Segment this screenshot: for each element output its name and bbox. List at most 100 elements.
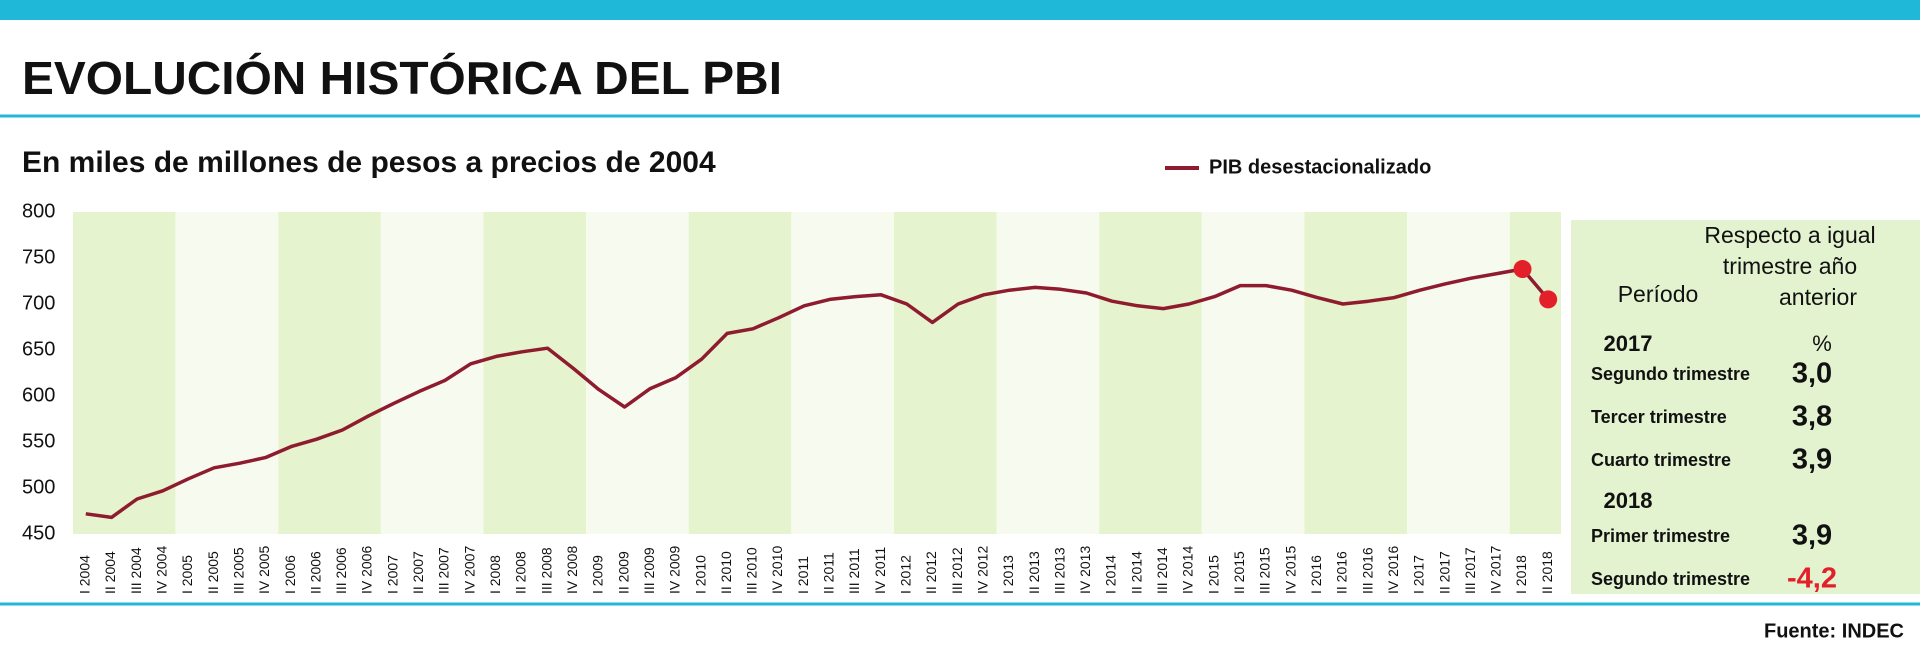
row-label: Cuarto trimestre [1591,450,1731,470]
top-band [0,0,1920,20]
x-tick-label: I 2018 [1513,555,1529,594]
x-tick-label: I 2008 [487,555,503,594]
x-tick-label: III 2014 [1154,547,1170,594]
comparison-header: anterior [1779,284,1857,310]
x-tick-label: III 2006 [333,547,349,594]
x-tick-label: IV 2010 [769,546,785,594]
x-tick-label: III 2004 [128,547,144,594]
row-value: 3,9 [1792,520,1832,552]
x-tick-label: IV 2005 [256,546,272,594]
chart-subtitle: En miles de millones de pesos a precios … [22,146,716,179]
x-tick-label: I 2012 [897,555,913,594]
x-tick-label: II 2009 [615,551,631,594]
x-tick-label: II 2014 [1128,551,1144,594]
x-tick-label: III 2013 [1051,547,1067,594]
x-tick-label: IV 2008 [564,546,580,594]
x-tick-label: I 2007 [384,555,400,594]
year-stripe [483,212,587,534]
year-stripe [1201,212,1305,534]
highlight-point [1539,290,1558,309]
row-value: 3,9 [1792,444,1832,476]
x-tick-label: II 2006 [307,551,323,594]
year-stripe [791,212,894,534]
year-stripe [1304,212,1408,534]
source: Fuente: INDEC [1764,620,1904,642]
x-tick-label: IV 2004 [153,546,169,594]
highlight-point [1513,260,1532,279]
year-stripe [175,212,279,534]
row-label: Segundo trimestre [1591,569,1750,589]
year-stripe [73,212,176,534]
year-stripe [278,212,381,534]
x-tick-label: IV 2017 [1488,546,1504,594]
x-tick-label: IV 2012 [974,546,990,594]
year-stripe [586,212,689,534]
series-line [85,267,1550,520]
x-tick-label: I 2013 [1000,555,1016,594]
row-value: 3,0 [1792,358,1832,390]
y-tick-label: 500 [22,476,55,498]
year-stripe [380,212,484,534]
x-tick-label: III 2010 [744,547,760,594]
year-stripe [893,212,997,534]
x-tick-label: III 2009 [641,547,657,594]
plot: 450 500 550 600 650 700 750 800 I 2004 II 2004 III… [22,156,1876,594]
year-stripe [1407,212,1510,534]
x-tick-label: III 2012 [949,547,965,594]
legend-label: PIB desestacionalizado [1209,156,1431,178]
x-tick-label: IV 2011 [872,547,888,594]
x-tick-label: III 2008 [538,547,554,594]
x-tick-label: II 2012 [923,551,939,594]
x-tick-label: I 2014 [1103,555,1119,594]
x-tick-label: III 2015 [1257,547,1273,594]
x-tick-label: II 2015 [1231,551,1247,594]
comparison-header: Respecto a igual [1704,222,1875,248]
chart-title: EVOLUCIÓN HISTÓRICA DEL PBI [22,52,782,104]
x-tick-label: II 2011 [821,552,837,594]
x-tick-label: II 2010 [718,551,734,594]
x-tick-label: III 2007 [436,547,452,594]
x-tick-label: II 2017 [1436,551,1452,594]
unit-header: % [1812,331,1832,356]
y-tick-label: 800 [22,200,55,222]
x-tick-label: II 2013 [1026,551,1042,594]
y-tick-label: 750 [22,246,55,268]
x-tick-label: IV 2009 [667,546,683,594]
row-value: 3,8 [1792,401,1832,433]
x-tick-label: I 2004 [77,555,93,594]
year-stripe [996,212,1100,534]
x-tick-label: IV 2015 [1282,546,1298,594]
x-tick-label: II 2007 [410,551,426,594]
x-tick-label: I 2005 [179,555,195,594]
x-tick-label: IV 2016 [1385,546,1401,594]
x-tick-label: II 2016 [1334,551,1350,594]
x-tick-label: I 2006 [282,555,298,594]
period-header: Período [1618,281,1699,307]
x-tick-label: I 2009 [590,555,606,594]
stripes [73,212,1561,534]
y-tick-label: 600 [22,384,55,406]
y-tick-label: 650 [22,338,55,360]
row-label: Tercer trimestre [1591,407,1727,427]
year-stripe [688,212,792,534]
row-label: Segundo trimestre [1591,364,1750,384]
year-stripe [1099,212,1202,534]
table-panel [1571,220,1920,594]
x-tick-label: IV 2006 [359,546,375,594]
x-tick-label: II 2004 [102,551,118,594]
x-tick-label: IV 2014 [1180,546,1196,594]
y-tick-label: 700 [22,292,55,314]
row-label: Primer trimestre [1591,526,1730,546]
x-tick-label: III 2017 [1462,547,1478,594]
year-label: 2017 [1604,331,1653,356]
x-tick-label: I 2011 [795,556,811,594]
year-label: 2018 [1604,488,1653,513]
x-tick-label: II 2008 [513,551,529,594]
year-stripe [1509,212,1561,534]
x-tick-label: II 2018 [1539,551,1555,594]
x-tick-label: III 2011 [846,548,862,594]
x-tick-label: I 2015 [1205,555,1221,594]
y-tick-label: 550 [22,430,55,452]
x-tick-label: I 2017 [1411,555,1427,594]
x-tick-label: IV 2013 [1077,546,1093,594]
